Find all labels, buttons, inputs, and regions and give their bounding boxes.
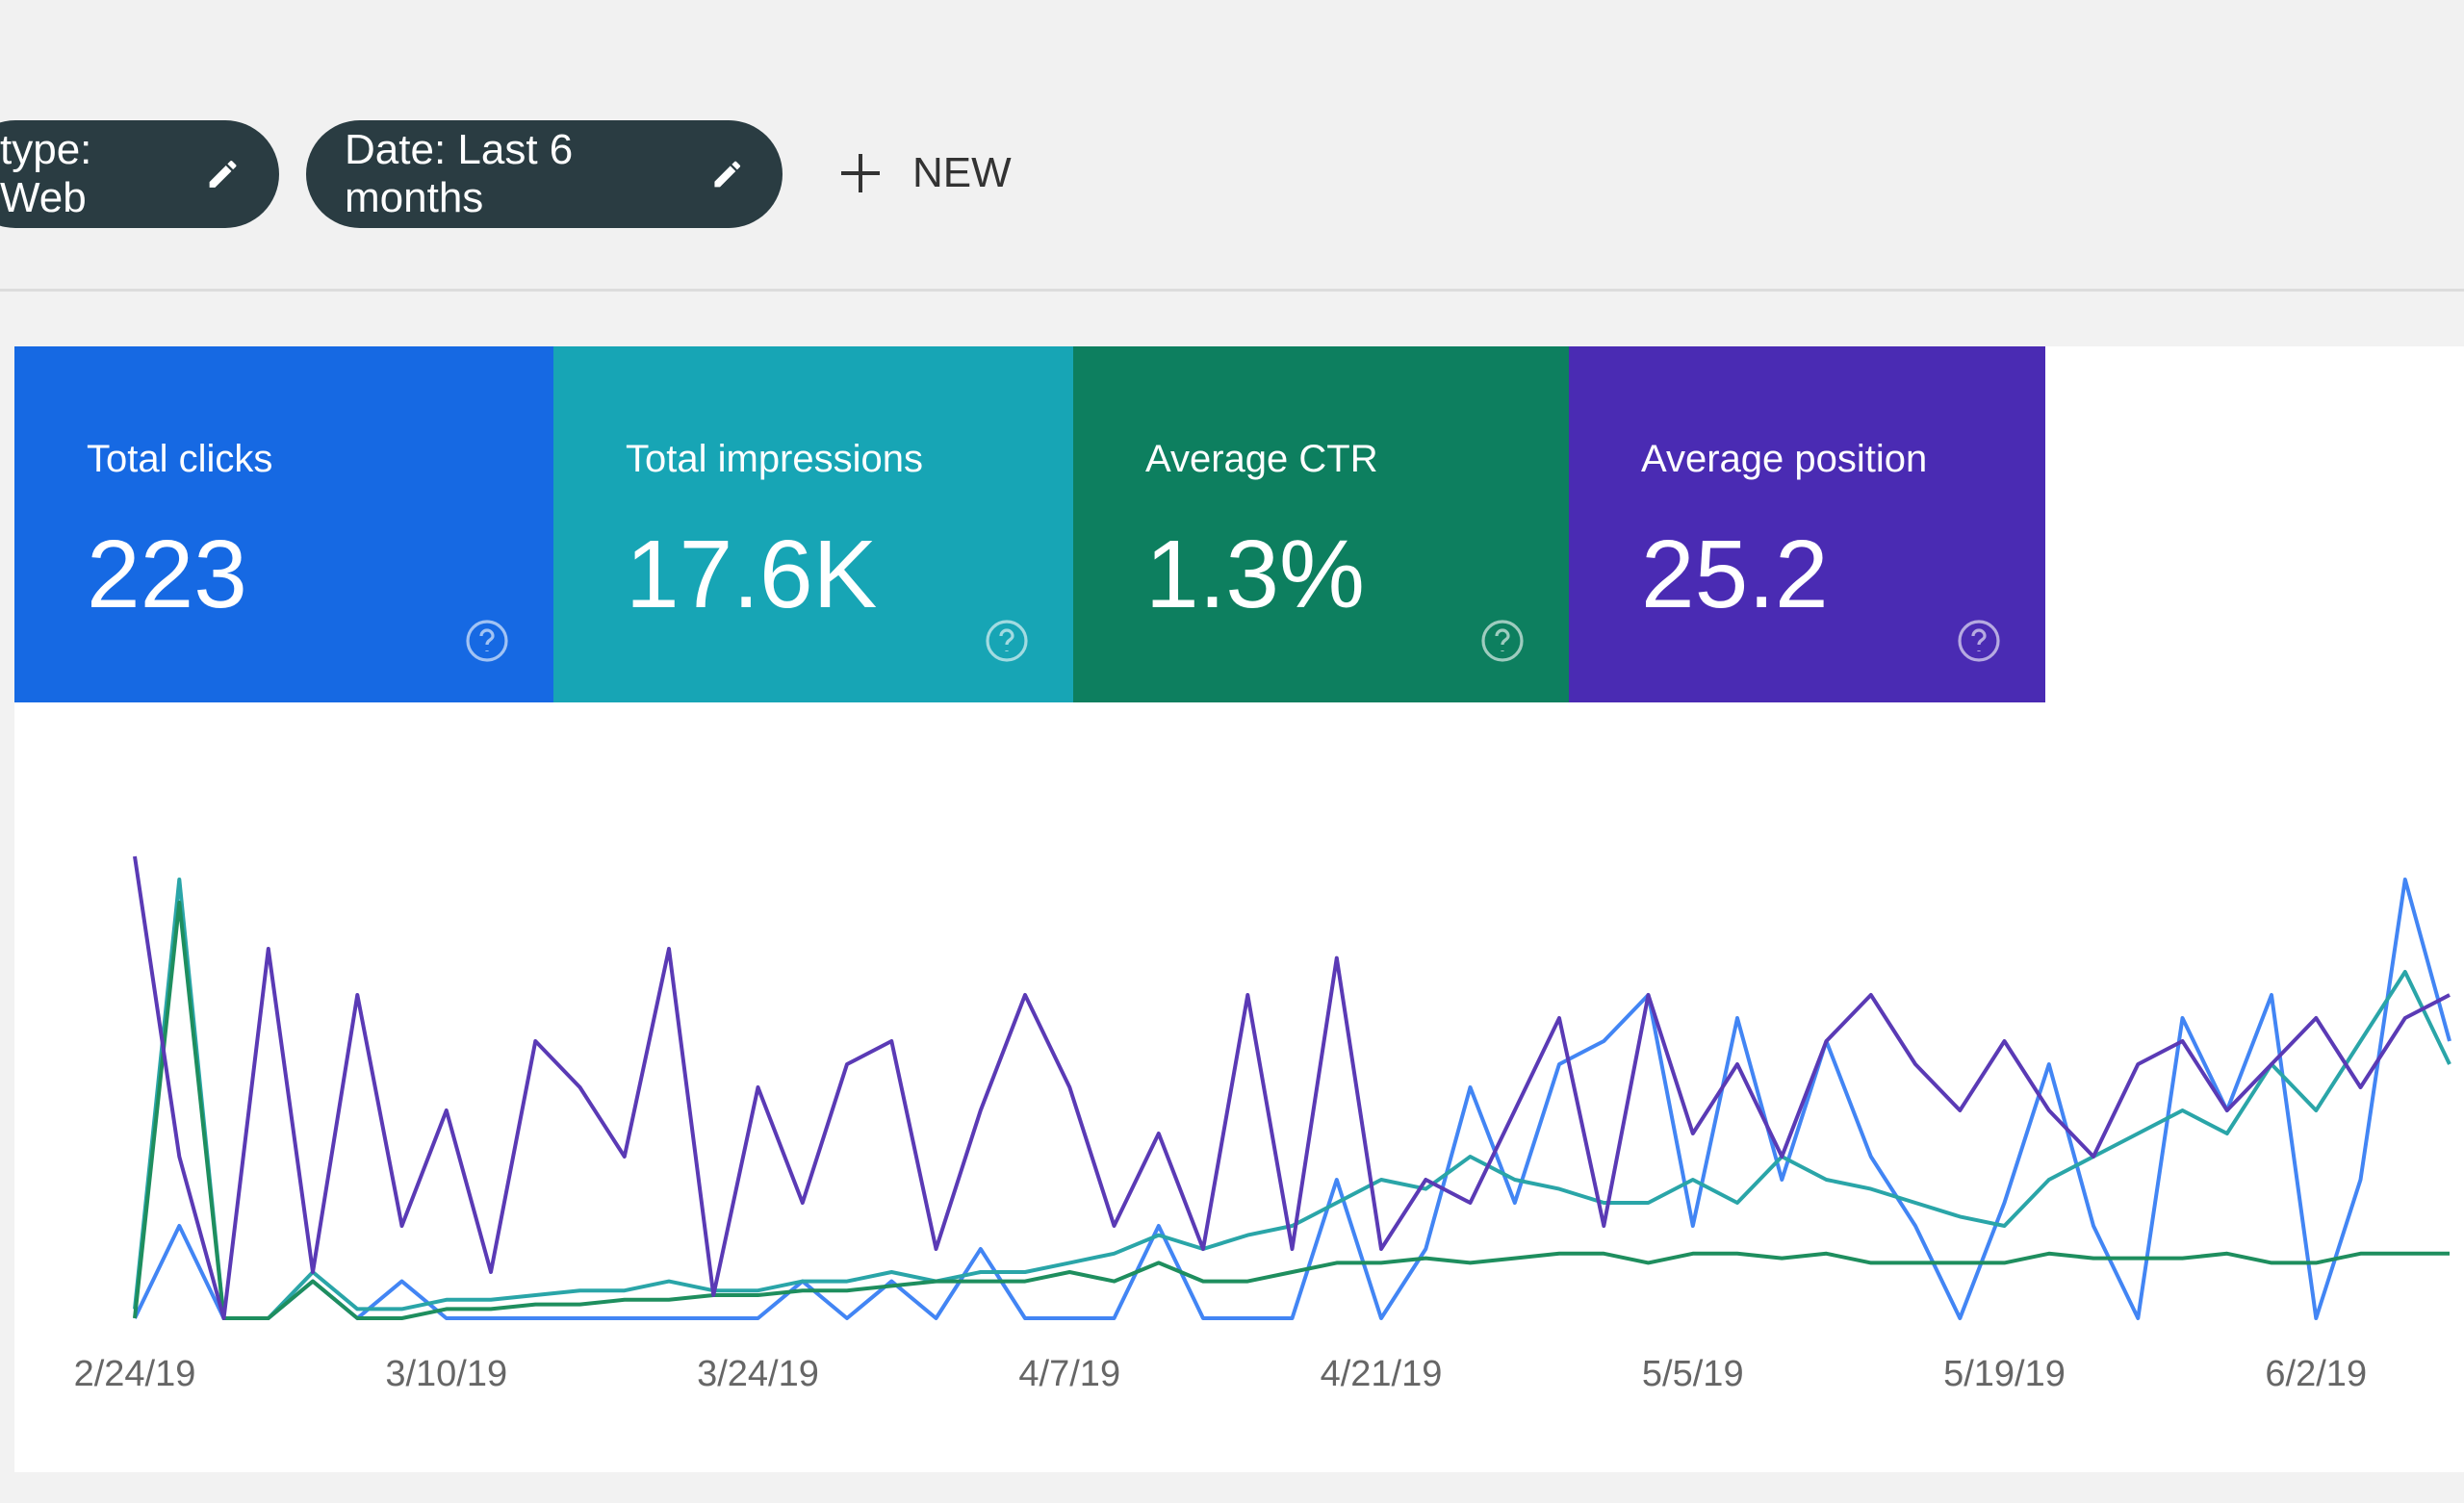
toolbar: type: Web Date: Last 6 months NEW xyxy=(0,0,2464,292)
help-glyph xyxy=(1495,628,1510,651)
metric-value: 25.2 xyxy=(1641,521,1829,628)
metric-value: 17.6K xyxy=(626,521,878,628)
new-label: NEW xyxy=(912,149,1012,196)
help-circle xyxy=(1481,620,1524,662)
x-tick-label: 2/24/19 xyxy=(74,1354,196,1394)
help-circle xyxy=(466,620,508,662)
new-filter-button[interactable]: NEW xyxy=(837,144,1012,202)
filter-chip[interactable]: Date: Last 6 months xyxy=(306,120,783,228)
help-circle xyxy=(986,620,1028,662)
metric-card[interactable]: Total clicks 223 xyxy=(14,346,553,702)
help-circle xyxy=(1958,620,2000,662)
edit-icon xyxy=(713,161,740,188)
metric-cards: Total clicks 223 Total impressions 17.6K Ave… xyxy=(14,346,2045,702)
help-icon xyxy=(1958,620,2000,662)
metric-card[interactable]: Average CTR 1.3% xyxy=(1073,346,1569,702)
help-icon xyxy=(986,620,1028,662)
edit-icon xyxy=(209,161,237,188)
help-glyph xyxy=(1971,628,1987,651)
help-icon xyxy=(466,620,508,662)
metric-value: 223 xyxy=(87,521,247,628)
x-tick-label: 5/5/19 xyxy=(1642,1354,1744,1394)
x-tick-label: 4/7/19 xyxy=(1018,1354,1120,1394)
series-line xyxy=(133,878,2451,1320)
performance-panel: Total clicks 223 Total impressions 17.6K Ave… xyxy=(14,346,2464,1472)
metric-label: Average CTR xyxy=(1145,438,1378,480)
x-tick-label: 3/10/19 xyxy=(385,1354,507,1394)
plus-icon xyxy=(841,154,880,192)
series-line xyxy=(133,878,2451,1320)
metric-card[interactable]: Average position 25.2 xyxy=(1569,346,2045,702)
metric-label: Total clicks xyxy=(87,438,273,480)
metric-label: Total impressions xyxy=(626,438,924,480)
help-glyph xyxy=(479,628,495,651)
x-tick-label: 4/21/19 xyxy=(1321,1354,1443,1394)
metric-value: 1.3% xyxy=(1145,521,1365,628)
series-line xyxy=(133,901,2450,1320)
line-chart: 2/24/19 3/10/19 3/24/19 4/7/19 4/21/19 5/5/19… xyxy=(74,855,2451,1394)
series-line xyxy=(133,855,2451,1320)
filter-chip[interactable]: type: Web xyxy=(0,120,279,228)
help-icon xyxy=(1481,620,1524,662)
chip-label: type: Web xyxy=(0,126,92,221)
x-tick-label: 3/24/19 xyxy=(697,1354,819,1394)
metric-label: Average position xyxy=(1641,438,1928,480)
metric-card[interactable]: Total impressions 17.6K xyxy=(553,346,1073,702)
chip-label: Date: Last 6 months xyxy=(345,126,574,221)
x-tick-label: 5/19/19 xyxy=(1943,1354,2066,1394)
help-glyph xyxy=(999,628,1014,651)
x-tick-label: 6/2/19 xyxy=(2265,1354,2367,1394)
